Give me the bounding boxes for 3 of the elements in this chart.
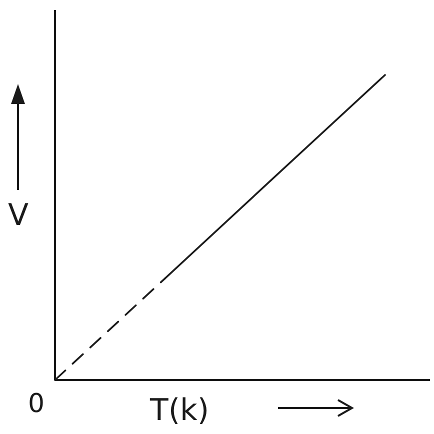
x-axis-title: T(k) xyxy=(149,393,210,428)
y-axis-title: V xyxy=(8,198,29,233)
text: 0 xyxy=(28,389,45,419)
